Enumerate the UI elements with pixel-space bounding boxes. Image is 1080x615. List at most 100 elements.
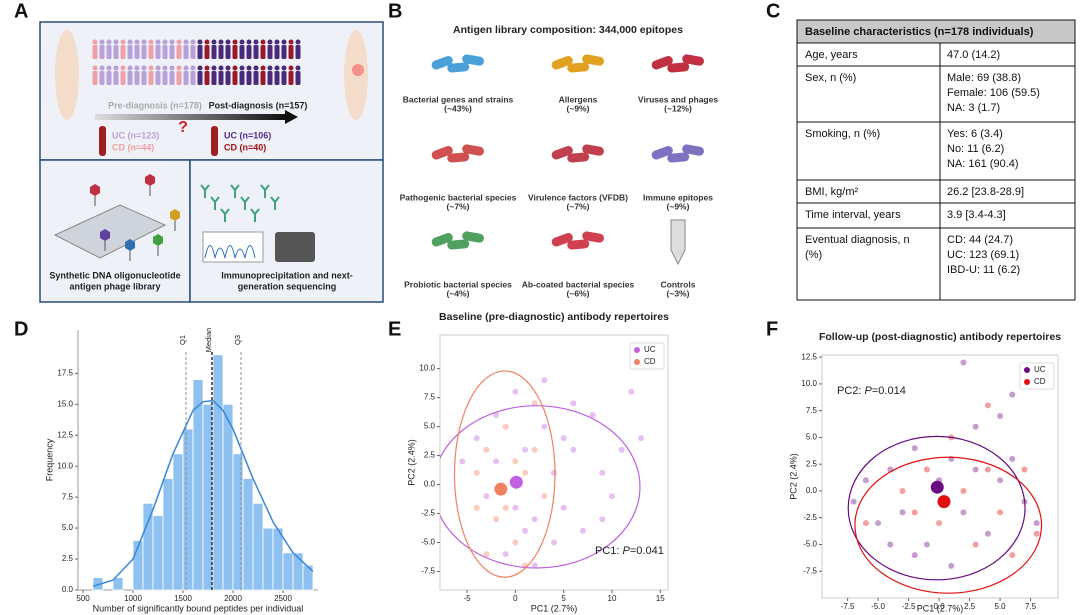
person-icon — [162, 65, 168, 71]
person-icon — [260, 65, 266, 71]
sequencing-label: generation sequencing — [238, 281, 337, 291]
person-icon — [204, 39, 210, 45]
point — [997, 477, 1004, 484]
person-icon — [148, 71, 154, 85]
point — [923, 541, 930, 548]
y-tick-label: 0.0 — [806, 486, 818, 495]
panel-letter: B — [388, 0, 402, 22]
point — [599, 516, 606, 523]
icon-shape — [582, 231, 604, 243]
point — [531, 400, 538, 407]
point — [531, 446, 538, 453]
icon-shape — [431, 233, 453, 247]
tubes — [99, 126, 218, 156]
icon-shape — [667, 62, 690, 73]
b-item-share: (~6%) — [567, 288, 590, 298]
person-icon — [197, 71, 203, 85]
confidence-ellipse — [854, 456, 1043, 594]
centroid — [937, 495, 951, 509]
person-icon — [155, 65, 161, 71]
person-icon — [218, 39, 224, 45]
hist-bar — [242, 478, 254, 591]
y-tick-label: 5.0 — [62, 523, 74, 532]
y-tick-label: 10.0 — [801, 379, 817, 388]
panel-letter: E — [388, 318, 401, 340]
person-icon — [120, 65, 126, 71]
y-tick-label: 17.5 — [57, 368, 73, 377]
x-tick-label: -5.0 — [871, 602, 885, 611]
hist-bar — [232, 453, 244, 591]
phage-icon — [153, 234, 163, 246]
centroid — [494, 482, 508, 496]
a-right-box — [189, 159, 384, 303]
point — [1009, 455, 1016, 462]
person-icon — [92, 71, 98, 85]
b-item-label: Viruses and phages — [638, 94, 718, 104]
person-icon — [183, 65, 189, 71]
icon-shape — [682, 54, 704, 66]
point — [984, 402, 991, 409]
y-axis-label: PC2 (2.4%) — [406, 439, 416, 486]
person-icon — [239, 39, 245, 45]
point — [875, 520, 882, 527]
person-icon — [134, 45, 140, 59]
row-value: CD: 44 (24.7) — [947, 234, 1013, 246]
point — [1009, 391, 1016, 398]
point — [862, 520, 869, 527]
icon-shape — [651, 56, 673, 70]
library-label: antigen phage library — [69, 281, 160, 291]
panel-letter: A — [14, 0, 28, 22]
panel-letter: D — [14, 318, 28, 340]
y-tick-label: 0.0 — [424, 480, 436, 489]
row-value: 47.0 (14.2) — [947, 49, 1000, 61]
person-icon — [99, 39, 105, 45]
point — [899, 509, 906, 516]
icon-shape — [582, 144, 604, 156]
icon-shape — [431, 146, 453, 160]
point — [599, 469, 606, 476]
hist-bar — [212, 354, 224, 591]
person-icon — [141, 65, 147, 71]
y-tick-label: 10.0 — [57, 461, 73, 470]
row-label: Time interval, years — [805, 209, 901, 221]
person-icon — [190, 39, 196, 45]
b-item-label: Allergens — [559, 94, 598, 104]
person-icon — [288, 45, 294, 59]
point — [512, 388, 519, 395]
point — [522, 527, 529, 534]
plot-area — [847, 359, 1043, 594]
b-item-share: (~7%) — [567, 201, 590, 211]
person-icon — [148, 45, 154, 59]
point — [984, 466, 991, 473]
person-icon — [141, 45, 147, 59]
person-icon — [127, 65, 133, 71]
icon-shape — [551, 233, 573, 247]
x-axis-label: Number of significantly bound peptides p… — [93, 603, 304, 613]
person-icon — [281, 45, 287, 59]
x-tick-label: 15 — [656, 594, 665, 603]
icon-shape — [462, 144, 484, 156]
point — [608, 493, 615, 500]
person-icon — [176, 45, 182, 59]
point — [512, 458, 519, 465]
point — [522, 469, 529, 476]
point — [502, 504, 509, 511]
point — [923, 466, 930, 473]
person-icon — [204, 65, 210, 71]
point — [911, 509, 918, 516]
array-plate — [53, 204, 167, 259]
person-icon — [141, 71, 147, 85]
point — [473, 469, 480, 476]
point — [862, 477, 869, 484]
y-axis-label: PC2 (2.4%) — [788, 453, 798, 500]
plot-frame — [439, 334, 669, 591]
person-icon — [239, 65, 245, 71]
y-tick-label: 7.5 — [806, 406, 818, 415]
icon-shape — [567, 239, 590, 250]
y-tick-label: -2.5 — [803, 513, 817, 522]
legend-label: UC — [1034, 365, 1046, 374]
quartile-label: Q1 — [178, 335, 187, 345]
chromatogram — [202, 231, 264, 263]
row-label: (%) — [805, 249, 822, 261]
person-icon — [288, 65, 294, 71]
